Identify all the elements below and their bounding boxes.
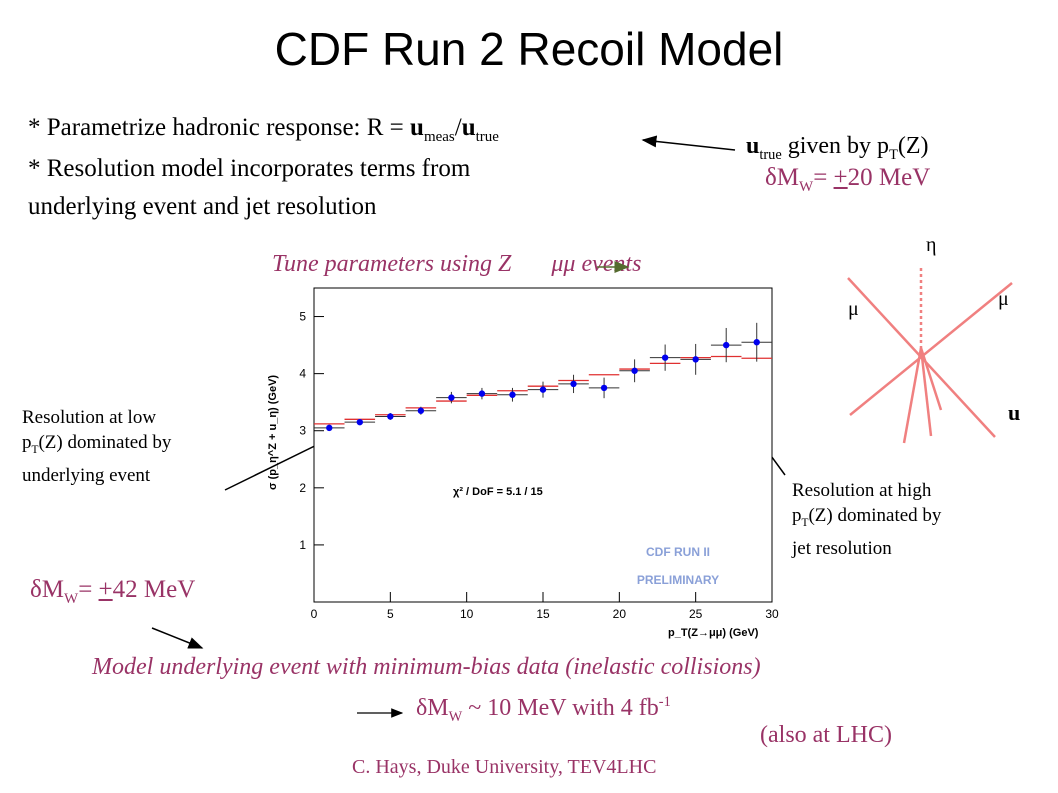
data-point (753, 339, 760, 346)
bullet-hadronic-response: * Parametrize hadronic response: R = ume… (28, 114, 499, 145)
x-tick-label: 10 (460, 607, 474, 621)
model-underlying-event: Model underlying event with minimum-bias… (92, 654, 761, 680)
data-point (600, 384, 608, 392)
chart-x-label: p_T(Z→μμ) (GeV) (668, 627, 759, 639)
footer-author: C. Hays, Duke University, TEV4LHC (352, 756, 657, 778)
data-point (356, 418, 363, 426)
data-point (448, 394, 455, 401)
chart-y-label: σ (p_η^Z + u_η) (GeV) (267, 375, 279, 490)
muon-line (849, 282, 1013, 416)
data-point (478, 390, 486, 397)
recoil-jet-line (919, 347, 933, 437)
x-tick-label: 0 (311, 607, 318, 621)
high-pt-note: Resolution at high pT(Z) dominated by je… (792, 480, 942, 559)
x-tick-label: 20 (613, 607, 627, 621)
arrow-utrue (641, 135, 736, 151)
bullet-resolution-model-line2: underlying event and jet resolution (28, 193, 377, 220)
eta-label: η (926, 234, 937, 256)
data-point (417, 407, 425, 414)
data-point (570, 380, 577, 388)
resolution-chart: 1 2 3 4 5 0 5 10 15 20 25 30 σ (p_η^Z + u_η) (GeV)… (267, 287, 779, 639)
slide-title: CDF Run 2 Recoil Model (274, 23, 784, 75)
y-tick-label: 5 (299, 310, 306, 324)
recoil-u-label: u (1008, 400, 1021, 425)
data-point (631, 367, 638, 374)
low-pt-note: Resolution at low pT(Z) dominated by und… (22, 407, 172, 486)
delta-mw-10: δMW ~ 10 MeV with 4 fb-1 (416, 694, 671, 725)
data-point (661, 354, 669, 361)
watermark-line2: PRELIMINARY (637, 573, 719, 587)
delta-mw-20: δMW= +20 MeV (765, 164, 931, 195)
x-tick-label: 25 (689, 607, 703, 621)
watermark-line1: CDF RUN II (646, 545, 710, 559)
x-tick-label: 15 (536, 607, 550, 621)
x-tick-label: 5 (387, 607, 394, 621)
lhc-note: (also at LHC) (760, 722, 892, 748)
mu-left-label: μ (848, 298, 859, 320)
mu-right-label: μ (998, 288, 1009, 310)
y-tick-label: 3 (299, 424, 306, 438)
recoil-jet-line (902, 347, 923, 444)
recoil-jet-line (919, 347, 943, 411)
y-tick-label: 1 (299, 538, 306, 552)
arrow-dmw42 (151, 627, 204, 649)
plot-frame (313, 287, 773, 603)
y-tick-label: 2 (299, 481, 306, 495)
data-point (692, 356, 699, 363)
chart-annotation: χ² / DoF = 5.1 / 15 (453, 486, 543, 498)
delta-mw-42: δMW= +42 MeV (30, 576, 196, 607)
data-point (509, 391, 516, 398)
y-tick-label: 4 (299, 367, 306, 381)
bullet-resolution-model-line1: * Resolution model incorporates terms fr… (28, 155, 471, 182)
utrue-note: utrue given by pT(Z) (746, 133, 929, 163)
data-point (723, 341, 730, 349)
data-point (539, 386, 547, 393)
data-point (387, 413, 394, 420)
data-point (326, 424, 333, 432)
x-tick-label: 30 (765, 607, 779, 621)
event-diagram (847, 268, 1013, 444)
